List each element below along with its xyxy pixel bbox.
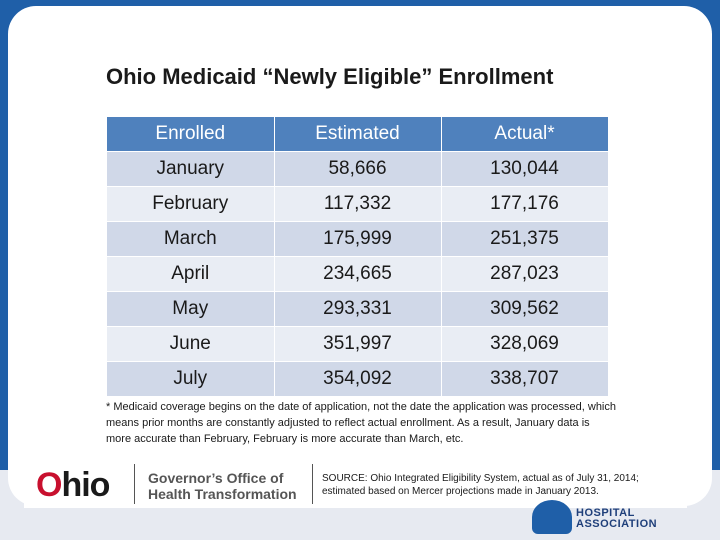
estimated-cell: 351,997 xyxy=(274,326,442,362)
table-header-row: Enrolled Estimated Actual* xyxy=(107,117,609,152)
actual-cell: 130,044 xyxy=(441,151,609,187)
footnote: * Medicaid coverage begins on the date o… xyxy=(106,401,616,445)
office-line-1: Governor’s Office of xyxy=(148,470,284,486)
footer-divider xyxy=(134,464,135,504)
estimated-cell: 117,332 xyxy=(274,186,442,222)
table-row: January 58,666 130,044 xyxy=(107,151,609,187)
estimated-cell: 293,331 xyxy=(274,291,442,327)
source-note: SOURCE: Ohio Integrated Eligibility Syst… xyxy=(322,473,639,497)
slide-title: Ohio Medicaid “Newly Eligible” Enrollmen… xyxy=(106,64,554,89)
table-row: July 354,092 338,707 xyxy=(107,361,609,397)
ohio-logo-o: O xyxy=(36,466,62,504)
actual-cell: 177,176 xyxy=(441,186,609,222)
column-header-estimated: Estimated xyxy=(274,117,442,152)
table-row: May 293,331 309,562 xyxy=(107,291,609,327)
table-row: April 234,665 287,023 xyxy=(107,256,609,292)
ohio-logo-rest: hio xyxy=(61,466,110,504)
association-line-2: ASSOCIATION xyxy=(576,518,658,530)
ohio-logo: Ohio xyxy=(36,466,110,505)
office-line-2: Health Transformation xyxy=(148,486,297,502)
actual-cell: 251,375 xyxy=(441,221,609,257)
estimated-cell: 175,999 xyxy=(274,221,442,257)
column-header-enrolled: Enrolled xyxy=(107,117,275,152)
month-cell: July xyxy=(107,361,275,397)
actual-cell: 287,023 xyxy=(441,256,609,292)
hospital-association-logo-mark xyxy=(532,500,572,534)
month-cell: February xyxy=(107,186,275,222)
actual-cell: 338,707 xyxy=(441,361,609,397)
association-line-1: HOSPITAL xyxy=(576,507,635,519)
actual-cell: 309,562 xyxy=(441,291,609,327)
footer-divider xyxy=(312,464,313,504)
month-cell: April xyxy=(107,256,275,292)
table-row: February 117,332 177,176 xyxy=(107,186,609,222)
table-row: June 351,997 328,069 xyxy=(107,326,609,362)
month-cell: March xyxy=(107,221,275,257)
slide-footer: Ohio Governor’s Office of Health Transfo… xyxy=(24,458,687,508)
hospital-association-logo-text: HOSPITAL ASSOCIATION xyxy=(576,508,657,530)
estimated-cell: 58,666 xyxy=(274,151,442,187)
month-cell: June xyxy=(107,326,275,362)
column-header-actual: Actual* xyxy=(441,117,609,152)
table-row: March 175,999 251,375 xyxy=(107,221,609,257)
month-cell: May xyxy=(107,291,275,327)
estimated-cell: 234,665 xyxy=(274,256,442,292)
estimated-cell: 354,092 xyxy=(274,361,442,397)
enrollment-table: Enrolled Estimated Actual* January 58,66… xyxy=(107,117,609,397)
month-cell: January xyxy=(107,151,275,187)
actual-cell: 328,069 xyxy=(441,326,609,362)
governors-office-label: Governor’s Office of Health Transformati… xyxy=(148,470,297,502)
